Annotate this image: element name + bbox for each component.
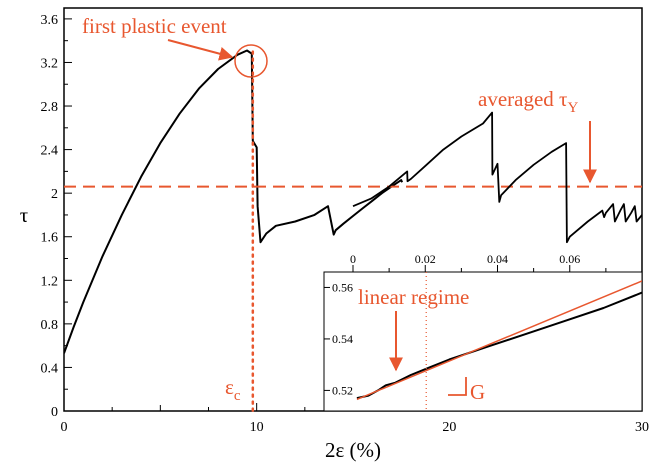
inset-y-axis-tick-label: 0.56 xyxy=(332,280,353,294)
slope-g-annotation: G xyxy=(448,377,485,404)
main-plot-area: 0 10 20 30 0 0.4 0.8 1.2 1.6 2 2.4 2.8 3.2 3.6 0 0.02 0.… xyxy=(41,13,650,435)
y-axis-tick-label: 0 xyxy=(51,405,58,420)
epsilon-c-subscript: c xyxy=(234,388,241,404)
y-axis-tick-label: 3.2 xyxy=(41,56,59,71)
x-axis-tick-label: 30 xyxy=(635,420,649,435)
inset-x-axis-tick-label: 0.02 xyxy=(415,252,436,266)
inset-y-axis-tick-label: 0.52 xyxy=(332,383,353,397)
y-axis-tick-label: 2.4 xyxy=(41,144,59,159)
averaged-tau-y-text: averaged τ xyxy=(478,87,567,111)
averaged-tau-y-annotation: averaged τY xyxy=(478,87,597,184)
y-axis-tick-label: 2 xyxy=(51,187,58,202)
inset-x-axis-tick-label: 0 xyxy=(350,252,356,266)
y-axis-title: τ xyxy=(20,203,28,227)
inset-plot-area: 0.52 0.54 0.56 xyxy=(324,272,642,411)
inset-x-axis-tick-label: 0.04 xyxy=(487,252,508,266)
y-axis-tick-label: 0.4 xyxy=(41,361,59,376)
inset-plot-frame xyxy=(323,271,643,412)
linear-regime-label: linear regime xyxy=(358,285,469,309)
inset-plot: 0.52 0.54 0.56 linear regime G xyxy=(323,271,643,412)
linear-regime-annotation: linear regime xyxy=(358,285,469,372)
first-plastic-event-label: first plastic event xyxy=(82,14,227,38)
y-axis-tick-label: 1.6 xyxy=(41,231,59,246)
inset-x-axis-tick-label: 0.06 xyxy=(559,252,580,266)
y-axis-tick-label: 2.8 xyxy=(41,100,59,115)
inset-y-axis-tick-label: 0.54 xyxy=(332,332,353,346)
main-stress-strain-line xyxy=(64,49,404,354)
y-axis-tick-label: 3.6 xyxy=(41,13,59,28)
epsilon-c-label: εc xyxy=(225,375,241,404)
x-axis-tick-label: 10 xyxy=(250,420,264,435)
first-plastic-event-annotation: first plastic event xyxy=(82,14,268,78)
y-axis-tick-label: 1.2 xyxy=(41,274,59,289)
averaged-tau-y-label: averaged τY xyxy=(478,87,578,116)
first-plastic-event-arrow xyxy=(167,39,234,61)
x-axis-tick-label: 20 xyxy=(442,420,456,435)
inset-linear-fit-line xyxy=(356,280,642,401)
slope-g-marker xyxy=(448,377,467,396)
first-plastic-event-circle xyxy=(234,44,268,78)
x-axis-title: 2ε (%) xyxy=(325,438,381,462)
continued-stress-strain-line xyxy=(352,111,642,244)
slope-g-label: G xyxy=(470,380,485,404)
x-axis-tick-label: 0 xyxy=(61,420,68,435)
averaged-tau-y-subscript: Y xyxy=(567,100,578,116)
epsilon-c-text: ε xyxy=(225,375,234,399)
y-axis-tick-label: 0.8 xyxy=(41,318,59,333)
